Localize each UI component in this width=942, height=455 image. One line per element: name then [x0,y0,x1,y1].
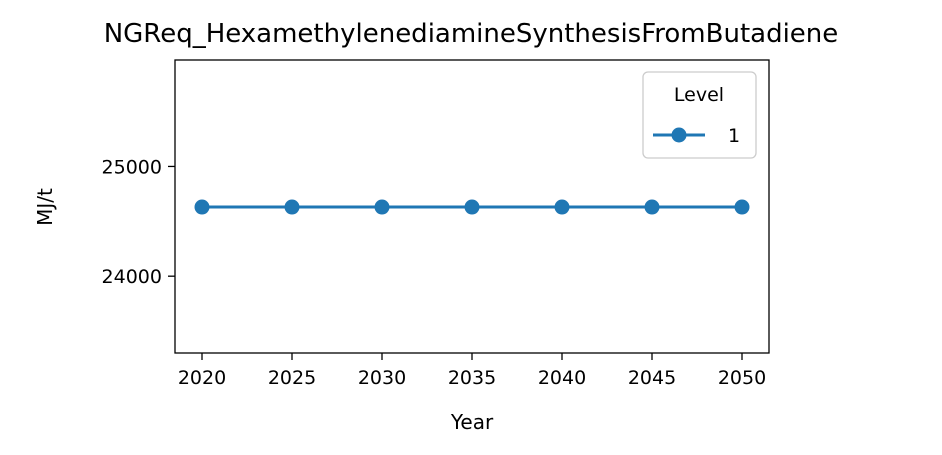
chart-title: NGReq_HexamethylenediamineSynthesisFromB… [104,19,839,49]
x-tick-label: 2040 [538,367,586,389]
x-tick-label: 2025 [268,367,316,389]
series-layer [194,199,750,215]
x-tick-label: 2020 [178,367,226,389]
legend-swatch-marker [671,127,687,143]
data-point [464,199,480,215]
data-point [194,199,210,215]
data-point [554,199,570,215]
data-point [374,199,390,215]
data-point [284,199,300,215]
y-tick-label: 25000 [102,156,162,178]
x-tick-label: 2035 [448,367,496,389]
y-axis-label: MJ/t [33,188,57,226]
y-tick-label: 24000 [102,266,162,288]
legend-series-label: 1 [728,125,740,147]
data-point [734,199,750,215]
x-tick-label: 2050 [718,367,766,389]
legend-title: Level [674,84,724,106]
legend: Level 1 [642,71,757,159]
y-axis: 24000 25000 [102,156,175,288]
x-tick-label: 2045 [628,367,676,389]
x-tick-label: 2030 [358,367,406,389]
data-point [644,199,660,215]
x-axis: 2020 2025 2030 2035 2040 2045 2050 [178,353,766,389]
x-axis-label: Year [450,410,494,434]
